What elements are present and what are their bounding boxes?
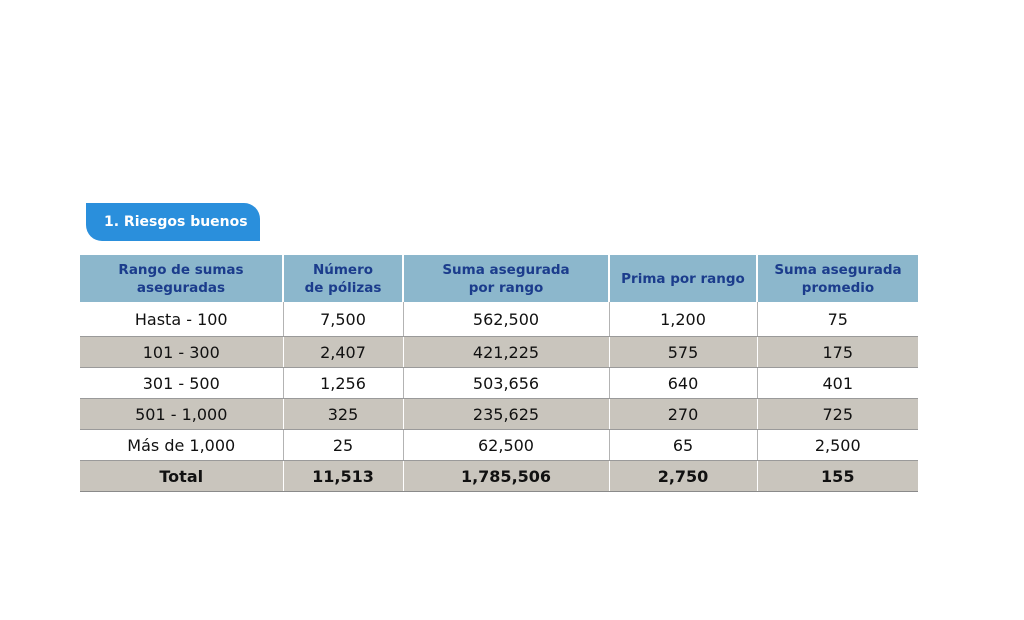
cell-polizas: 7,500 (283, 302, 404, 337)
total-promedio: 155 (757, 460, 918, 492)
cell-promedio: 2,500 (757, 429, 918, 461)
table-row: Más de 1,000 25 62,500 65 2,500 (80, 429, 918, 461)
cell-rango: 501 - 1,000 (80, 398, 284, 430)
cell-rango: 101 - 300 (80, 336, 284, 368)
cell-polizas: 25 (283, 429, 404, 461)
cell-suma: 62,500 (403, 429, 610, 461)
cell-polizas: 325 (283, 398, 404, 430)
total-prima: 2,750 (609, 460, 758, 492)
cell-prima: 65 (609, 429, 758, 461)
cell-prima: 1,200 (609, 302, 758, 337)
cell-prima: 640 (609, 367, 758, 399)
table-header-row: Rango de sumas aseguradas Número de póliza… (80, 255, 918, 302)
cell-suma: 562,500 (403, 302, 610, 337)
cell-promedio: 75 (757, 302, 918, 337)
table-row: 501 - 1,000 325 235,625 270 725 (80, 398, 918, 430)
table-row: 301 - 500 1,256 503,656 640 401 (80, 367, 918, 399)
cell-promedio: 401 (757, 367, 918, 399)
total-suma: 1,785,506 (403, 460, 610, 492)
cell-rango: 301 - 500 (80, 367, 284, 399)
cell-suma: 235,625 (403, 398, 610, 430)
total-polizas: 11,513 (283, 460, 404, 492)
cell-prima: 575 (609, 336, 758, 368)
header-suma-por-rango: Suma asegurada por rango (403, 255, 610, 302)
table-total-row: Total 11,513 1,785,506 2,750 155 (80, 460, 918, 492)
header-suma-promedio: Suma asegurada promedio (757, 255, 918, 302)
riesgos-buenos-table: Rango de sumas aseguradas Número de póliza… (80, 255, 918, 492)
header-rango-sumas: Rango de sumas aseguradas (80, 255, 284, 302)
cell-rango: Más de 1,000 (80, 429, 284, 461)
cell-promedio: 175 (757, 336, 918, 368)
cell-promedio: 725 (757, 398, 918, 430)
cell-suma: 503,656 (403, 367, 610, 399)
cell-rango: Hasta - 100 (80, 302, 284, 337)
total-label: Total (80, 460, 284, 492)
cell-suma: 421,225 (403, 336, 610, 368)
cell-polizas: 1,256 (283, 367, 404, 399)
header-prima-por-rango: Prima por rango (609, 255, 758, 302)
table-row: 101 - 300 2,407 421,225 575 175 (80, 336, 918, 368)
header-numero-polizas: Número de pólizas (283, 255, 404, 302)
cell-polizas: 2,407 (283, 336, 404, 368)
section-heading-tab: 1. Riesgos buenos (86, 203, 260, 241)
section-heading-label: 1. Riesgos buenos (104, 214, 248, 230)
cell-prima: 270 (609, 398, 758, 430)
table-row: Hasta - 100 7,500 562,500 1,200 75 (80, 302, 918, 337)
